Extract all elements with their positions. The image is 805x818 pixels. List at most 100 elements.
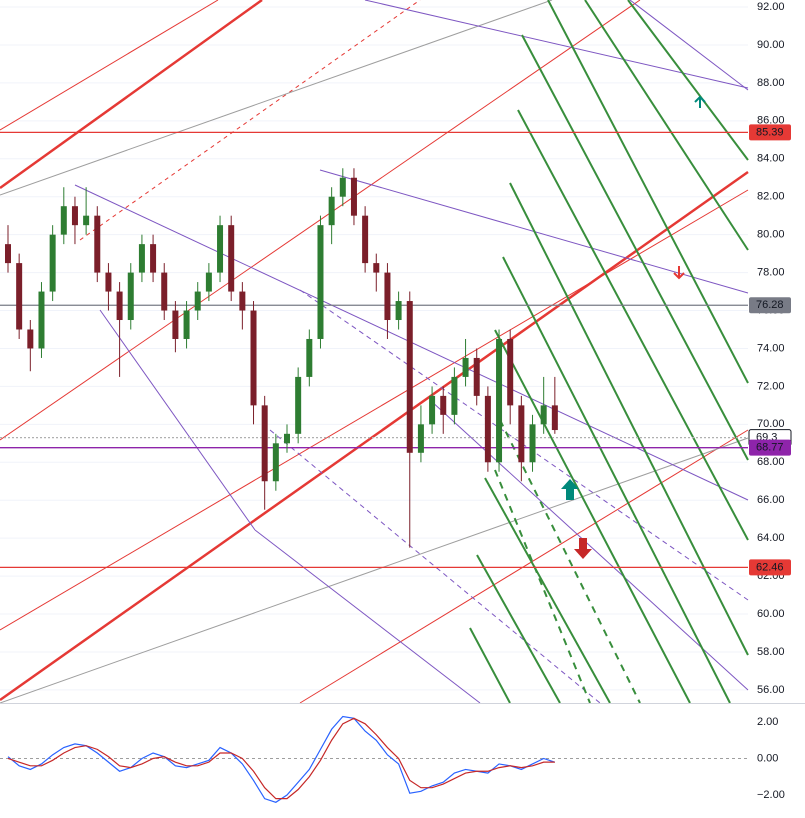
candle-body bbox=[194, 291, 201, 311]
trend-line bbox=[0, 0, 263, 190]
price-label-box bbox=[749, 439, 791, 456]
trend-line bbox=[79, 0, 421, 241]
trend-line bbox=[0, 170, 749, 702]
oscillator-line bbox=[7, 717, 555, 800]
y-tick-label: 60.00 bbox=[757, 608, 785, 620]
fan-lines bbox=[469, 0, 749, 704]
y-tick-label: 78.00 bbox=[757, 266, 785, 278]
candle-body bbox=[540, 405, 547, 425]
y-tick-label: 84.00 bbox=[757, 153, 785, 165]
candle-body bbox=[440, 395, 447, 415]
y-tick-label: 58.00 bbox=[757, 646, 785, 658]
y-tick-label: 2.00 bbox=[757, 716, 778, 728]
down-arrow bbox=[574, 538, 592, 559]
y-tick-label: 0.00 bbox=[757, 752, 778, 764]
price-label: 62.46 bbox=[756, 561, 784, 573]
candle-body bbox=[339, 177, 346, 197]
candle-body bbox=[49, 234, 56, 292]
candle-body bbox=[406, 301, 413, 453]
price-label-box bbox=[749, 559, 791, 576]
candle-body bbox=[484, 395, 491, 463]
candle-body bbox=[217, 225, 224, 273]
y-tick-label: 90.00 bbox=[757, 39, 785, 51]
price-label-box bbox=[749, 124, 791, 141]
y-tick-label: −2.00 bbox=[757, 789, 785, 801]
y-tick-label: 70.00 bbox=[757, 418, 785, 430]
candle-body bbox=[507, 338, 514, 406]
candle-body bbox=[94, 215, 101, 273]
candle-body bbox=[417, 424, 424, 453]
y-tick-label: 80.00 bbox=[757, 229, 785, 241]
marks bbox=[0, 131, 748, 803]
trend-line bbox=[429, 399, 749, 691]
candle-body bbox=[473, 357, 480, 396]
candle-body bbox=[116, 291, 123, 321]
y-tick-label: 72.00 bbox=[757, 380, 785, 392]
y-tick-label: 74.00 bbox=[757, 342, 785, 354]
candle-body bbox=[150, 244, 157, 273]
candle-body bbox=[462, 357, 469, 377]
candle-body bbox=[127, 272, 134, 321]
grid bbox=[0, 6, 748, 759]
y-tick-label: 66.00 bbox=[757, 494, 785, 506]
candle-body bbox=[172, 310, 179, 339]
trend-line bbox=[0, 437, 749, 704]
price-label: 76.28 bbox=[756, 299, 784, 311]
candle-body bbox=[518, 405, 525, 463]
candle-body bbox=[261, 405, 268, 482]
y-tick-label: 86.00 bbox=[757, 115, 785, 127]
candle-body bbox=[60, 206, 67, 235]
candle-body bbox=[529, 424, 536, 463]
candle-body bbox=[295, 376, 302, 434]
trend-line bbox=[629, 0, 749, 91]
candle-body bbox=[105, 272, 112, 292]
trend-line bbox=[0, 189, 749, 631]
candle-body bbox=[161, 272, 168, 311]
candle-body bbox=[317, 225, 324, 339]
candle-body bbox=[5, 244, 11, 264]
candle-body bbox=[384, 272, 391, 321]
candle-body bbox=[228, 225, 235, 292]
y-tick-label: 68.00 bbox=[757, 456, 785, 468]
price-axis: 92.00 90.00 88.00 86.00 84.00 82.00 80.00 78.00… bbox=[748, 1, 792, 801]
y-tick-label: 82.00 bbox=[757, 191, 785, 203]
candle-body bbox=[306, 338, 313, 377]
candle-body bbox=[451, 376, 458, 415]
price-label-box bbox=[749, 297, 791, 314]
candle-body bbox=[38, 291, 45, 349]
candle-body bbox=[138, 244, 145, 273]
down-arrow bbox=[673, 266, 685, 280]
candle-body bbox=[27, 329, 34, 349]
up-arrow bbox=[561, 479, 579, 500]
candle-body bbox=[373, 263, 380, 273]
candle-body bbox=[183, 310, 190, 339]
trend-line bbox=[254, 529, 481, 704]
trend-line bbox=[299, 429, 749, 704]
y-tick-label: 92.00 bbox=[757, 1, 785, 13]
candle-body bbox=[250, 310, 257, 406]
price-label: 85.39 bbox=[756, 126, 784, 138]
candle-body bbox=[16, 263, 23, 330]
y-tick-label: 64.00 bbox=[757, 532, 785, 544]
y-tick-label: 56.00 bbox=[757, 684, 785, 696]
trend-line bbox=[99, 309, 256, 531]
trend-line bbox=[0, 0, 553, 196]
candle-body bbox=[395, 301, 402, 321]
candle-body bbox=[362, 215, 369, 264]
candle-body bbox=[284, 433, 290, 444]
up-arrow bbox=[694, 95, 706, 108]
candle-body bbox=[350, 177, 357, 216]
candle-body bbox=[429, 395, 436, 425]
candle-body bbox=[328, 196, 335, 226]
candle-body bbox=[71, 206, 78, 226]
candle-body bbox=[272, 443, 279, 482]
candle-body bbox=[83, 215, 90, 226]
price-label: 68.77 bbox=[756, 442, 784, 454]
candle-body bbox=[239, 291, 246, 311]
candle-body bbox=[551, 405, 558, 431]
trend-line bbox=[0, 0, 219, 131]
candle-body bbox=[496, 338, 503, 463]
fan-lines-dashed bbox=[494, 419, 641, 704]
